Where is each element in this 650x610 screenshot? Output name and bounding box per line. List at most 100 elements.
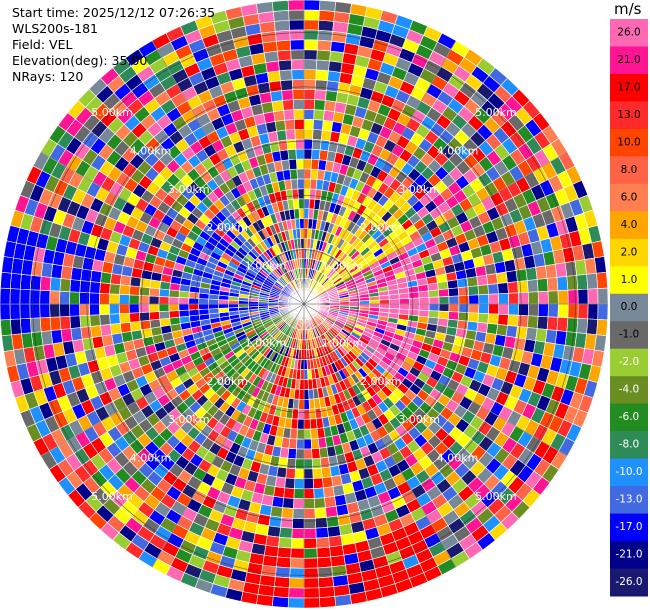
range-gate-cell	[316, 546, 331, 559]
colorbar-tick-label: 21.0	[617, 54, 640, 66]
range-gate-cell	[527, 303, 539, 317]
range-gate-cell	[311, 138, 322, 151]
range-gate-cell	[507, 281, 519, 294]
range-gate-cell	[288, 19, 305, 31]
range-gate-cell	[325, 505, 338, 518]
range-gate-cell	[303, 448, 313, 460]
range-ring-label: 5.00km	[475, 106, 517, 119]
scan-info: Start time: 2025/12/12 07:26:35 WLS200s-…	[12, 5, 215, 85]
range-gate-cell	[119, 284, 131, 296]
range-gate-cell	[318, 10, 336, 22]
range-gate-cell	[303, 118, 314, 130]
range-gate-cell	[287, 0, 305, 11]
range-gate-cell	[303, 527, 317, 539]
range-gate-cell	[218, 307, 230, 314]
range-gate-cell	[303, 508, 316, 519]
range-gate-cell	[188, 303, 200, 311]
range-gate-cell	[316, 427, 326, 439]
colorbar-bin	[610, 238, 648, 267]
range-gate-cell	[282, 99, 295, 111]
range-gate-cell	[526, 279, 539, 293]
range-gate-cell	[303, 108, 315, 120]
range-gate-cell	[328, 535, 343, 548]
range-gate-cell	[296, 158, 305, 170]
range-gate-cell	[268, 80, 282, 93]
range-gate-cell	[280, 517, 294, 529]
colorbar-bin	[610, 293, 648, 322]
range-gate-cell	[303, 158, 312, 170]
range-gate-cell	[457, 311, 470, 322]
range-gate-cell	[303, 418, 311, 430]
colorbar-bin	[610, 266, 648, 295]
range-gate-cell	[271, 0, 289, 12]
range-gate-cell	[505, 270, 518, 283]
range-ring-label: 5.00km	[91, 490, 133, 503]
range-gate-cell	[99, 303, 110, 316]
range-gate-cell	[39, 276, 52, 292]
colorbar-bin	[610, 348, 648, 377]
range-gate-cell	[303, 99, 316, 110]
colorbar-tick-label: 17.0	[617, 81, 640, 93]
range-gate-cell	[547, 290, 559, 305]
colorbar-bin	[610, 211, 648, 240]
range-gate-cell	[526, 315, 539, 329]
range-gate-cell	[458, 303, 470, 313]
range-gate-cell	[303, 148, 313, 160]
range-gate-cell	[303, 79, 317, 91]
range-gate-cell	[288, 577, 305, 589]
range-gate-cell	[587, 303, 599, 320]
range-gate-cell	[19, 288, 31, 305]
range-gate-cell	[272, 586, 290, 598]
range-gate-cell	[313, 99, 326, 111]
range-gate-cell	[281, 507, 294, 519]
range-gate-cell	[288, 587, 305, 599]
range-gate-cell	[263, 50, 279, 63]
range-gate-cell	[339, 301, 351, 305]
colorbar-tick-label: 0.0	[621, 301, 638, 313]
range-gate-cell	[265, 60, 280, 73]
range-gate-cell	[297, 188, 305, 200]
colorbar-tick-label: 13.0	[617, 109, 640, 121]
range-gate-cell	[29, 303, 41, 319]
range-gate-cell	[0, 319, 12, 337]
range-gate-cell	[90, 270, 103, 283]
range-gate-cell	[317, 437, 328, 449]
range-gate-cell	[59, 315, 72, 330]
range-gate-cell	[300, 238, 305, 249]
range-gate-cell	[303, 567, 319, 579]
range-gate-cell	[289, 39, 305, 51]
range-gate-cell	[256, 594, 274, 607]
colorbar-tick-label: 26.0	[617, 27, 640, 39]
range-gate-cell	[298, 398, 305, 410]
range-gate-cell	[303, 168, 312, 180]
range-gate-cell	[438, 303, 450, 312]
range-gate-cell	[294, 218, 301, 230]
range-gate-cell	[517, 314, 529, 328]
colorbar-title: m/s	[614, 0, 642, 18]
range-gate-cell	[129, 320, 142, 332]
range-gate-cell	[586, 272, 598, 290]
colorbar-tick-label: -8.0	[619, 439, 640, 451]
range-gate-cell	[576, 318, 589, 335]
range-gate-cell	[289, 168, 298, 180]
range-gate-cell	[398, 303, 410, 310]
range-gate-cell	[467, 312, 479, 323]
range-gate-cell	[389, 298, 400, 305]
range-gate-cell	[438, 310, 450, 320]
range-gate-cell	[148, 311, 161, 321]
range-gate-cell	[448, 303, 460, 313]
range-gate-cell	[295, 448, 305, 460]
range-gate-cell	[447, 311, 460, 321]
range-gate-cell	[303, 89, 316, 100]
range-gate-cell	[79, 303, 91, 317]
colorbar-bin	[610, 73, 648, 102]
range-gate-cell	[597, 287, 609, 305]
range-gate-cell	[566, 317, 579, 333]
colorbar-tick-label: -2.0	[619, 356, 640, 368]
range-gate-cell	[487, 283, 499, 295]
range-gate-cell	[89, 281, 101, 294]
range-gate-cell	[576, 273, 589, 290]
range-gate-cell	[334, 1, 352, 14]
colorbar-tick-label: -30.0	[615, 604, 642, 610]
range-gate-cell	[129, 285, 141, 296]
